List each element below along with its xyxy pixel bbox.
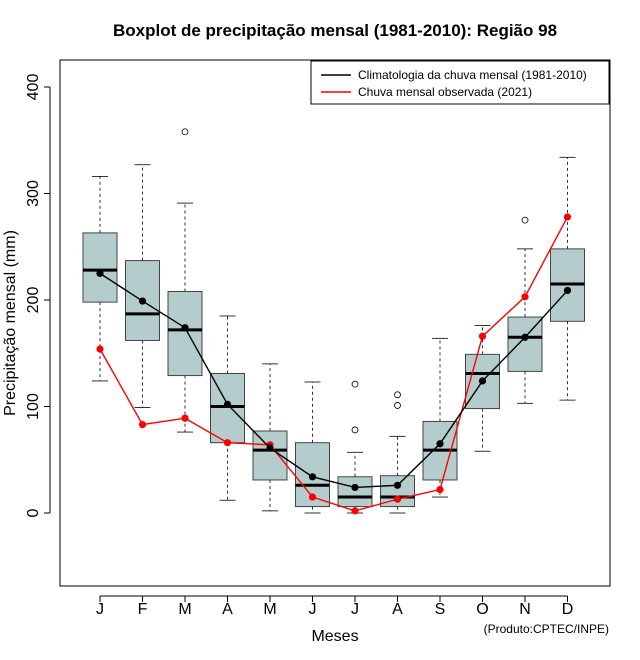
box-10: [465, 325, 500, 452]
y-tick-label: 400: [25, 74, 42, 101]
outlier-point: [521, 216, 529, 224]
box-8: [380, 391, 415, 514]
legend-label-observed: Chuva mensal observada (2021): [358, 85, 532, 99]
point-observed: [521, 293, 529, 301]
x-tick-label: J: [309, 601, 317, 618]
point-observed: [478, 332, 487, 340]
chart-title: Boxplot de precipitação mensal (1981-201…: [113, 21, 557, 40]
y-axis-label: Precipitação mensal (mm): [2, 230, 19, 416]
x-tick-label: J: [96, 601, 104, 618]
box-7: [337, 380, 373, 514]
point-observed: [393, 495, 402, 503]
plot-frame: [59, 59, 611, 587]
line-observed: [99, 216, 569, 512]
point-climatology: [478, 377, 487, 385]
point-observed: [96, 345, 104, 353]
box-2: [125, 164, 160, 408]
x-tick-label: F: [138, 601, 148, 618]
legend-box: [310, 60, 610, 105]
point-observed: [223, 439, 232, 447]
x-tick-label: A: [392, 601, 403, 618]
y-axis: 0 100 200 300 400: [25, 74, 51, 517]
outlier-point: [351, 380, 359, 388]
x-tick-label: J: [351, 601, 359, 618]
line-climatology: [99, 272, 569, 489]
x-tick-label: D: [562, 601, 574, 618]
box-body: [167, 291, 203, 377]
x-tick-label: S: [435, 601, 446, 618]
point-observed: [351, 507, 359, 515]
point-climatology: [181, 324, 189, 332]
y-tick-label: 200: [25, 287, 42, 314]
point-climatology: [351, 483, 359, 492]
point-observed: [308, 493, 317, 501]
point-climatology: [308, 473, 317, 481]
point-observed: [563, 213, 572, 221]
point-observed: [138, 421, 147, 429]
box-body: [337, 476, 373, 508]
x-tick-label: M: [178, 601, 191, 618]
y-tick-label: 300: [25, 180, 42, 207]
point-observed: [181, 414, 189, 422]
box-12: [550, 156, 585, 401]
x-tick-label: M: [263, 601, 276, 618]
outlier-point: [351, 426, 359, 434]
box-1: [82, 176, 118, 382]
point-climatology: [393, 481, 402, 489]
point-observed: [436, 485, 444, 494]
box-body: [507, 316, 543, 372]
point-climatology: [436, 440, 444, 448]
point-climatology: [563, 286, 572, 295]
legend: Climatologia da chuva mensal (1981-2010)…: [310, 60, 610, 105]
x-tick-label: A: [222, 601, 233, 618]
y-tick-label: 100: [25, 393, 42, 420]
x-tick-label: O: [476, 601, 488, 618]
x-axis-label: Meses: [311, 628, 358, 645]
box-6: [295, 381, 330, 514]
box-4: [210, 315, 245, 501]
source-note: (Produto:CPTEC/INPE): [484, 622, 609, 636]
y-tick-label: 0: [25, 508, 42, 517]
outlier-point: [181, 128, 189, 136]
point-climatology: [223, 400, 232, 408]
box-9: [422, 337, 458, 498]
box-group: [82, 128, 585, 514]
box-5: [252, 363, 288, 512]
box-body: [82, 232, 118, 303]
x-tick-label: N: [519, 601, 531, 618]
point-climatology: [266, 444, 274, 452]
legend-label-climatology: Climatologia da chuva mensal (1981-2010): [358, 68, 587, 82]
box-11: [507, 216, 543, 404]
series-lines: [96, 213, 572, 515]
point-climatology: [96, 269, 104, 277]
box-3: [167, 128, 203, 433]
point-climatology: [521, 333, 529, 341]
outlier-point: [394, 402, 401, 409]
outlier-point: [394, 391, 401, 399]
point-climatology: [138, 297, 147, 305]
